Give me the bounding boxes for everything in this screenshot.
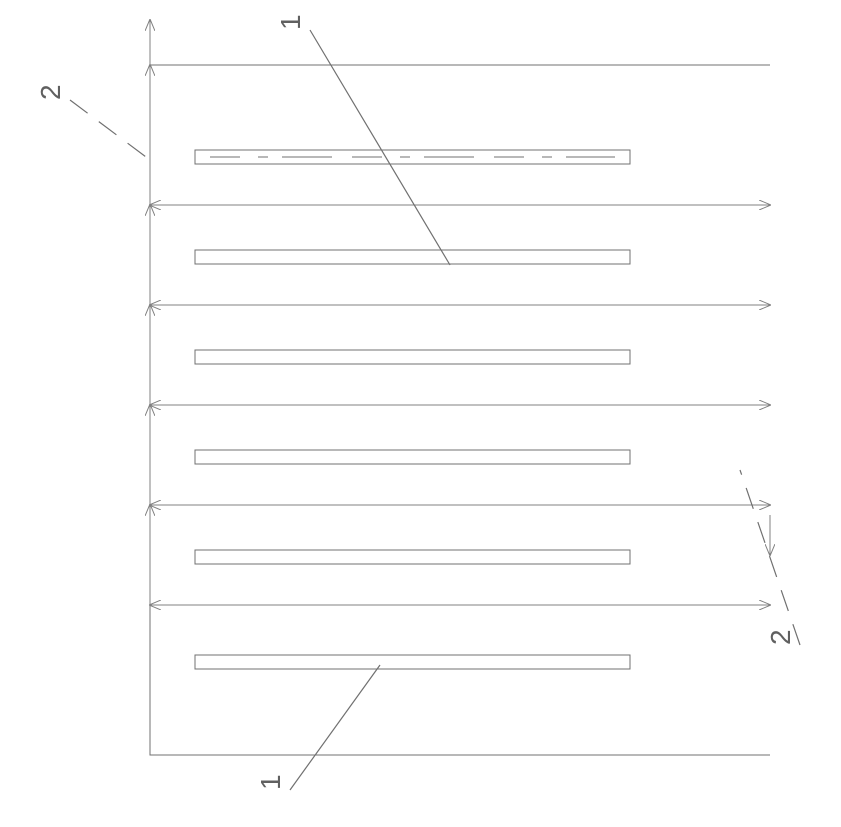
bar-5	[195, 655, 630, 669]
bar-1	[195, 250, 630, 264]
label-br-2: 2	[765, 628, 796, 645]
diagram-canvas: 2 2 1 1	[0, 0, 841, 827]
bar-4	[195, 550, 630, 564]
bar-2	[195, 350, 630, 364]
leader-br-2	[740, 470, 800, 645]
leader-tl-2	[70, 100, 150, 160]
label-bot-1: 1	[255, 773, 286, 790]
box-outline	[150, 65, 770, 755]
leader-bot-1	[290, 665, 380, 790]
label-tl-2: 2	[35, 83, 66, 100]
label-top-1: 1	[275, 13, 306, 30]
bar-3	[195, 450, 630, 464]
outer-box	[150, 65, 770, 755]
stack-bars	[195, 150, 630, 669]
horizontal-arrows	[150, 205, 770, 605]
